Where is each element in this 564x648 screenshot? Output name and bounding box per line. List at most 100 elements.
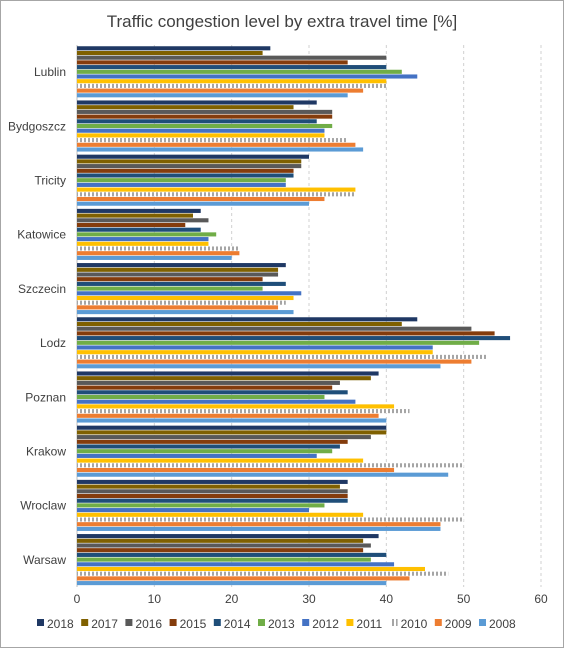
x-tick-label-10: 10 xyxy=(148,592,162,606)
legend-label-2012: 2012 xyxy=(312,617,339,631)
bar-katowice-2015 xyxy=(77,222,186,228)
bar-katowice-2008 xyxy=(77,255,232,260)
bar-lodz-2009 xyxy=(77,359,472,364)
bar-lodz-2010 xyxy=(77,354,487,359)
legend-swatch-2015 xyxy=(169,619,177,626)
bar-bydgoszcz-2009 xyxy=(77,142,356,147)
category-label-bydgoszcz: Bydgoszcz xyxy=(8,119,66,133)
bar-warsaw-2017 xyxy=(77,538,364,543)
bar-poznan-2011 xyxy=(77,404,395,409)
bar-tricity-2018 xyxy=(77,154,309,159)
bar-wroclaw-2014 xyxy=(77,498,348,503)
bar-bydgoszcz-2010 xyxy=(77,138,348,143)
bar-bydgoszcz-2015 xyxy=(77,114,333,119)
legend-swatch-2016 xyxy=(125,619,133,626)
bar-szczecin-2013 xyxy=(77,286,263,291)
bar-warsaw-2011 xyxy=(77,566,425,572)
legend-label-2013: 2013 xyxy=(268,617,295,631)
bar-krakow-2016 xyxy=(77,435,371,440)
bar-wroclaw-2016 xyxy=(77,489,348,494)
bar-bydgoszcz-2008 xyxy=(77,147,364,152)
bar-katowice-2010 xyxy=(77,246,240,251)
bar-szczecin-2015 xyxy=(77,277,263,282)
legend-label-2014: 2014 xyxy=(224,617,251,631)
bar-wroclaw-2010 xyxy=(77,517,464,522)
bar-warsaw-2013 xyxy=(77,557,371,562)
bar-poznan-2012 xyxy=(77,399,356,404)
bar-krakow-2009 xyxy=(77,467,395,473)
bar-tricity-2015 xyxy=(77,168,294,173)
bar-poznan-2014 xyxy=(77,390,348,395)
bar-lublin-2017 xyxy=(77,50,263,56)
bar-lublin-2015 xyxy=(77,60,348,65)
bar-lodz-2008 xyxy=(77,364,441,369)
bar-lublin-2011 xyxy=(77,79,387,84)
x-tick-label-30: 30 xyxy=(302,592,316,606)
bar-tricity-2013 xyxy=(77,178,286,183)
bar-warsaw-2009 xyxy=(77,576,410,581)
legend-swatch-2009 xyxy=(434,619,442,626)
bar-lublin-2008 xyxy=(77,93,348,98)
bar-tricity-2010 xyxy=(77,192,356,197)
bar-lublin-2018 xyxy=(77,46,271,51)
legend-label-2011: 2011 xyxy=(356,617,382,631)
bar-tricity-2011 xyxy=(77,187,356,192)
x-tick-label-0: 0 xyxy=(74,592,81,606)
bar-katowice-2011 xyxy=(77,241,209,246)
bar-lublin-2009 xyxy=(77,88,364,93)
category-label-poznan: Poznan xyxy=(25,390,66,404)
bar-bydgoszcz-2012 xyxy=(77,128,325,133)
bar-bydgoszcz-2018 xyxy=(77,100,317,105)
bar-szczecin-2016 xyxy=(77,272,279,277)
bar-poznan-2017 xyxy=(77,376,371,381)
category-label-krakow: Krakow xyxy=(26,445,66,459)
bar-poznan-2013 xyxy=(77,394,325,400)
x-tick-label-60: 60 xyxy=(534,592,548,606)
legend-label-2016: 2016 xyxy=(135,617,162,631)
bar-katowice-2016 xyxy=(77,218,209,223)
bar-szczecin-2008 xyxy=(77,310,294,315)
bar-poznan-2018 xyxy=(77,371,379,376)
bar-poznan-2010 xyxy=(77,409,410,414)
bar-lodz-2011 xyxy=(77,350,433,355)
chart-title: Traffic congestion level by extra travel… xyxy=(106,12,458,31)
bar-krakow-2012 xyxy=(77,453,317,458)
bar-tricity-2012 xyxy=(77,182,286,187)
bar-krakow-2018 xyxy=(77,425,387,430)
legend-swatch-2013 xyxy=(258,619,265,626)
bar-bydgoszcz-2014 xyxy=(77,119,317,124)
category-label-tricity: Tricity xyxy=(34,174,66,188)
x-tick-label-20: 20 xyxy=(225,592,239,606)
category-label-warsaw: Warsaw xyxy=(23,553,66,567)
legend-swatch-2014 xyxy=(213,619,221,626)
bar-szczecin-2010 xyxy=(77,300,286,305)
legend-label-2009: 2009 xyxy=(445,617,472,631)
bar-lublin-2012 xyxy=(77,74,418,79)
bar-krakow-2008 xyxy=(77,472,449,477)
bar-krakow-2015 xyxy=(77,439,348,444)
bar-tricity-2014 xyxy=(77,173,294,178)
bar-lodz-2013 xyxy=(77,340,480,345)
bar-lublin-2010 xyxy=(77,83,387,88)
bar-wroclaw-2015 xyxy=(77,493,348,499)
bar-warsaw-2008 xyxy=(77,581,387,586)
category-label-katowice: Katowice xyxy=(17,228,66,242)
legend-swatch-2017 xyxy=(81,619,89,626)
bar-krakow-2014 xyxy=(77,444,340,449)
bar-wroclaw-2012 xyxy=(77,508,309,513)
bar-bydgoszcz-2017 xyxy=(77,105,294,110)
bar-lublin-2016 xyxy=(77,55,387,60)
bar-szczecin-2012 xyxy=(77,291,302,296)
bar-krakow-2011 xyxy=(77,458,364,463)
x-tick-label-40: 40 xyxy=(380,592,394,606)
bar-szczecin-2017 xyxy=(77,267,279,272)
bar-bydgoszcz-2011 xyxy=(77,133,325,138)
category-label-wroclaw: Wroclaw xyxy=(20,499,66,513)
bar-wroclaw-2008 xyxy=(77,526,441,531)
bar-wroclaw-2017 xyxy=(77,484,340,489)
bar-poznan-2015 xyxy=(77,385,333,390)
bar-szczecin-2018 xyxy=(77,263,286,268)
bar-poznan-2009 xyxy=(77,413,379,418)
bar-wroclaw-2018 xyxy=(77,479,348,484)
